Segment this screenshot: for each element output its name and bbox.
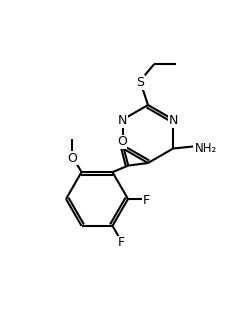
Text: N: N [169,115,178,128]
Text: N: N [118,115,128,128]
Text: O: O [68,152,77,164]
Text: F: F [142,194,149,207]
Text: O: O [117,135,127,149]
Text: F: F [118,236,125,249]
Text: NH₂: NH₂ [195,142,217,154]
Text: S: S [136,76,144,89]
